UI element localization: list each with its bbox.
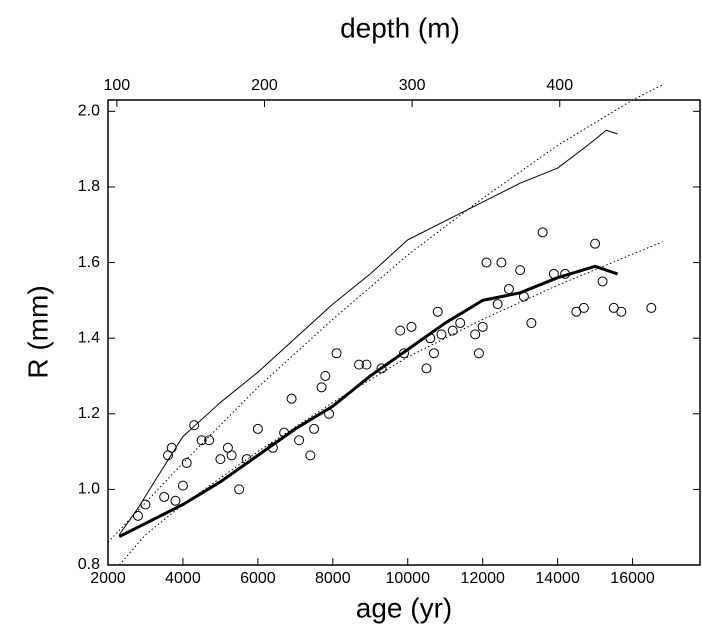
data-point [132,510,143,521]
data-line [118,264,619,538]
data-point [421,363,432,374]
y-tick-label: 1.6 [78,254,100,271]
y-tick-label: 1.8 [78,178,100,195]
x-tick-label: 2000 [90,570,126,587]
data-point [560,268,571,279]
data-point [204,435,215,446]
data-point [331,348,342,359]
plot-frame [107,99,701,566]
data-point [473,348,484,359]
data-point [354,359,365,370]
x-tick-label: 6000 [240,570,276,587]
y-tick-label: 1.0 [78,481,100,498]
data-point [477,321,488,332]
y-tick-label: 0.8 [78,556,100,573]
data-point [170,495,181,506]
data-point [140,499,151,510]
data-point [425,333,436,344]
data-point [252,423,263,434]
data-point [320,370,331,381]
x-axis-label: age (yr) [356,592,452,623]
x2-tick-label: 200 [251,77,278,94]
data-point [503,284,514,295]
data-point [166,442,177,453]
data-point [226,450,237,461]
data-point [432,306,443,317]
data-point [286,393,297,404]
data-point [436,329,447,340]
x-tick-label: 4000 [165,570,201,587]
data-point [492,299,503,310]
data-point [496,257,507,268]
data-point [428,348,439,359]
data-point [518,291,529,302]
data-point [597,276,608,287]
data-point [305,450,316,461]
data-point [189,420,200,431]
data-point [590,238,601,249]
data-line [118,129,618,536]
x2-axis-label: depth (m) [340,12,460,43]
data-point [646,302,657,313]
data-point [616,306,627,317]
x-tick-label: 10000 [385,570,430,587]
data-line [107,84,663,543]
x2-tick-label: 300 [399,77,426,94]
data-point [241,454,252,465]
data-point [578,302,589,313]
data-point [526,318,537,329]
y-tick-label: 2.0 [78,103,100,120]
x-tick-label: 12000 [460,570,505,587]
data-point [455,318,466,329]
data-point [181,457,192,468]
data-line [118,241,663,566]
data-point [316,382,327,393]
y-tick-label: 1.2 [78,405,100,422]
x-tick-label: 14000 [535,570,580,587]
data-point [376,363,387,374]
x-tick-label: 8000 [315,570,351,587]
data-point [406,321,417,332]
data-point [234,484,245,495]
data-point [215,454,226,465]
data-point [196,435,207,446]
data-point [309,423,320,434]
data-point [515,265,526,276]
data-point [267,442,278,453]
data-point [481,257,492,268]
data-point [324,408,335,419]
data-point [447,325,458,336]
data-point [177,480,188,491]
x2-tick-label: 400 [546,77,573,94]
data-point [399,348,409,359]
y-tick-label: 1.4 [78,329,100,346]
x2-tick-label: 100 [104,77,131,94]
data-point [294,435,305,446]
data-point [159,491,170,502]
data-point [548,268,559,279]
data-point [279,427,290,438]
y-axis-label: R (mm) [22,285,53,378]
data-point [361,359,372,370]
data-point [395,325,406,336]
data-point [537,227,548,238]
x-tick-label: 16000 [610,570,655,587]
data-point [470,329,481,340]
